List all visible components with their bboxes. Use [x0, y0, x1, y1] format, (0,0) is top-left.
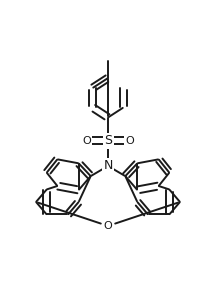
Text: O: O: [104, 221, 112, 231]
Text: O: O: [82, 136, 91, 146]
Text: O: O: [125, 136, 134, 146]
Text: S: S: [104, 134, 112, 147]
Text: N: N: [103, 159, 113, 173]
